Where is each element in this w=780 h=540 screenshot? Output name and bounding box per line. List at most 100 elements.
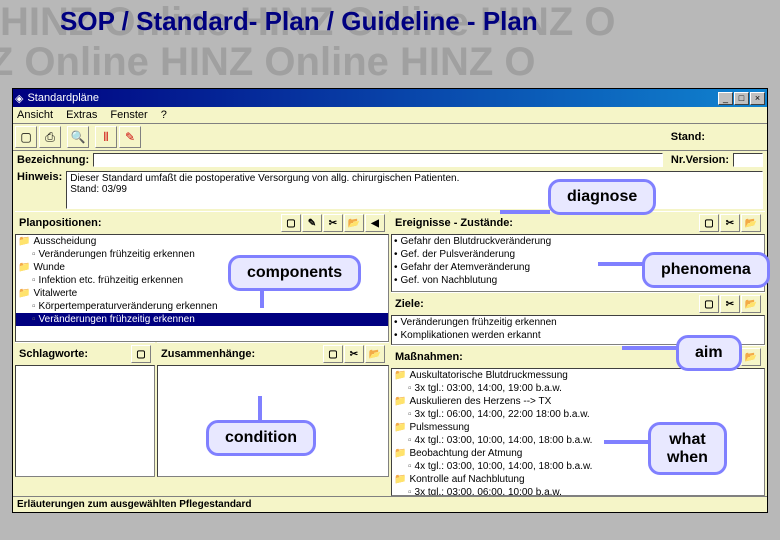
list-item-label: Vitalwerte — [33, 288, 77, 299]
menu-fenster[interactable]: Fenster — [110, 109, 147, 121]
list-item-label: 3x tgl.: 06:00, 14:00, 22:00 18:00 b.a.w… — [415, 409, 590, 420]
document-icon: ▫ — [32, 275, 36, 286]
statusbar: Erläuterungen zum ausgewählten Pflegesta… — [13, 496, 767, 512]
list-item-label: Veränderungen frühzeitig erkennen — [401, 317, 557, 328]
list-item-label: Ausscheidung — [33, 236, 96, 247]
folder-icon: 📁 — [394, 396, 406, 407]
callout-components: components — [228, 255, 361, 291]
ereignisse-label: Ereignisse - Zustände: — [395, 217, 513, 229]
list-item-label: 3x tgl.: 03:00, 06:00, 10:00 b.a.w. — [415, 487, 562, 496]
bullet-icon: • — [394, 249, 398, 260]
planpositionen-header: Planpositionen: ▢ ✎ ✂ 📂 ◀ — [15, 211, 389, 234]
callout-stem — [500, 210, 550, 214]
list-item[interactable]: ▫Veränderungen frühzeitig erkennen — [16, 313, 388, 326]
bullet-icon: • — [394, 275, 398, 286]
hinweis-label: Hinweis: — [17, 171, 62, 183]
btn-new-icon[interactable]: ▢ — [323, 345, 343, 363]
btn-del-icon[interactable]: ✂ — [344, 345, 364, 363]
folder-icon: 📁 — [394, 448, 406, 459]
minimize-button[interactable]: _ — [718, 92, 733, 105]
list-item[interactable]: 📁Auskulieren des Herzens --> TX — [392, 395, 764, 408]
toolbar: ▢ ⎙ 🔍 ⦀ ✎ Stand: — [13, 124, 767, 151]
document-icon: ▫ — [32, 301, 36, 312]
folder-icon: 📁 — [394, 422, 406, 433]
list-item-label: Gef. der Pulsveränderung — [401, 249, 516, 260]
list-item-label: Auskultatorische Blutdruckmessung — [409, 370, 567, 381]
maximize-button[interactable]: □ — [734, 92, 749, 105]
list-item[interactable]: ▫3x tgl.: 03:00, 06:00, 10:00 b.a.w. — [392, 486, 764, 496]
list-item-label: Komplikationen werden erkannt — [401, 330, 541, 341]
bullet-icon: • — [394, 236, 398, 247]
list-item[interactable]: ▫3x tgl.: 03:00, 14:00, 19:00 b.a.w. — [392, 382, 764, 395]
zusammenhaenge-header: Zusammenhänge: ▢ ✂ 📂 — [157, 342, 389, 365]
callout-stem — [622, 346, 678, 350]
hinweis-field[interactable]: Dieser Standard umfaßt die postoperative… — [66, 171, 763, 209]
menu-extras[interactable]: Extras — [66, 109, 97, 121]
list-item-label: Pulsmessung — [409, 422, 469, 433]
folder-icon: 📁 — [18, 262, 30, 273]
btn-open-icon[interactable]: 📂 — [365, 345, 385, 363]
massnahmen-label: Maßnahmen: — [395, 351, 463, 363]
left-column: Planpositionen: ▢ ✎ ✂ 📂 ◀ 📁Ausscheidung▫… — [15, 211, 389, 496]
toolbar-new-icon[interactable]: ▢ — [15, 126, 37, 148]
list-item[interactable]: ▫Körpertemperaturveränderung erkennen — [16, 300, 388, 313]
btn-del-icon[interactable]: ✂ — [720, 295, 740, 313]
list-item[interactable]: ▫3x tgl.: 06:00, 14:00, 22:00 18:00 b.a.… — [392, 408, 764, 421]
page-title: SOP / Standard- Plan / Guideline - Plan — [60, 6, 538, 37]
list-item-label: Veränderungen frühzeitig erkennen — [39, 249, 195, 260]
folder-icon: 📁 — [18, 236, 30, 247]
list-item-label: Beobachtung der Atmung — [409, 448, 522, 459]
list-item-label: Gef. von Nachblutung — [401, 275, 498, 286]
ziele-label: Ziele: — [395, 298, 424, 310]
toolbar-search-icon[interactable]: 🔍 — [67, 126, 89, 148]
list-item-label: Wunde — [33, 262, 65, 273]
btn-new-icon[interactable]: ▢ — [699, 214, 719, 232]
btn-open-icon[interactable]: 📂 — [741, 295, 761, 313]
list-item-label: 4x tgl.: 03:00, 10:00, 14:00, 18:00 b.a.… — [415, 461, 593, 472]
schlagworte-list[interactable] — [15, 365, 155, 477]
menu-ansicht[interactable]: Ansicht — [17, 109, 53, 121]
toolbar-tool-icon[interactable]: ✎ — [119, 126, 141, 148]
list-item[interactable]: 📁Ausscheidung — [16, 235, 388, 248]
folder-icon: 📁 — [394, 474, 406, 485]
callout-whatwhen: what when — [648, 422, 727, 475]
btn-open-icon[interactable]: 📂 — [344, 214, 364, 232]
row-bezeichnung: Bezeichnung: Nr.Version: — [13, 151, 767, 169]
btn-new-icon[interactable]: ▢ — [131, 345, 151, 363]
list-item[interactable]: •Gefahr den Blutdruckveränderung — [392, 235, 764, 248]
document-icon: ▫ — [32, 314, 36, 325]
schlagworte-label: Schlagworte: — [19, 348, 88, 360]
window-title: Standardpläne — [27, 92, 99, 104]
btn-prev-icon[interactable]: ◀ — [365, 214, 385, 232]
list-item-label: Auskulieren des Herzens --> TX — [409, 396, 551, 407]
list-item[interactable]: •Veränderungen frühzeitig erkennen — [392, 316, 764, 329]
list-item-label: Kontrolle auf Nachblutung — [409, 474, 524, 485]
document-icon: ▫ — [408, 461, 412, 472]
callout-stem — [604, 440, 650, 444]
folder-icon: 📁 — [18, 288, 30, 299]
nrversion-label: Nr.Version: — [671, 154, 729, 166]
btn-open-icon[interactable]: 📂 — [741, 214, 761, 232]
btn-del-icon[interactable]: ✂ — [323, 214, 343, 232]
callout-stem — [258, 396, 262, 422]
list-item-label: Veränderungen frühzeitig erkennen — [39, 314, 195, 325]
list-item-label: 3x tgl.: 03:00, 14:00, 19:00 b.a.w. — [415, 383, 562, 394]
btn-new-icon[interactable]: ▢ — [699, 295, 719, 313]
menu-help[interactable]: ? — [161, 109, 167, 121]
nrversion-field[interactable] — [733, 153, 763, 167]
bezeichnung-field[interactable] — [93, 153, 663, 167]
toolbar-open-icon[interactable]: ⎙ — [39, 126, 61, 148]
folder-icon: 📁 — [394, 370, 406, 381]
toolbar-columns-icon[interactable]: ⦀ — [95, 126, 117, 148]
close-button[interactable]: × — [750, 92, 765, 105]
btn-new-icon[interactable]: ▢ — [281, 214, 301, 232]
list-item-label: Körpertemperaturveränderung erkennen — [39, 301, 218, 312]
btn-edit-icon[interactable]: ✎ — [302, 214, 322, 232]
btn-open-icon[interactable]: 📂 — [741, 348, 761, 366]
titlebar: ◈ Standardpläne _ □ × — [13, 89, 767, 107]
list-item-label: Gefahr der Atemveränderung — [401, 262, 531, 273]
stand-label: Stand: — [671, 131, 705, 143]
document-icon: ▫ — [408, 383, 412, 394]
btn-del-icon[interactable]: ✂ — [720, 214, 740, 232]
document-icon: ▫ — [408, 487, 412, 496]
